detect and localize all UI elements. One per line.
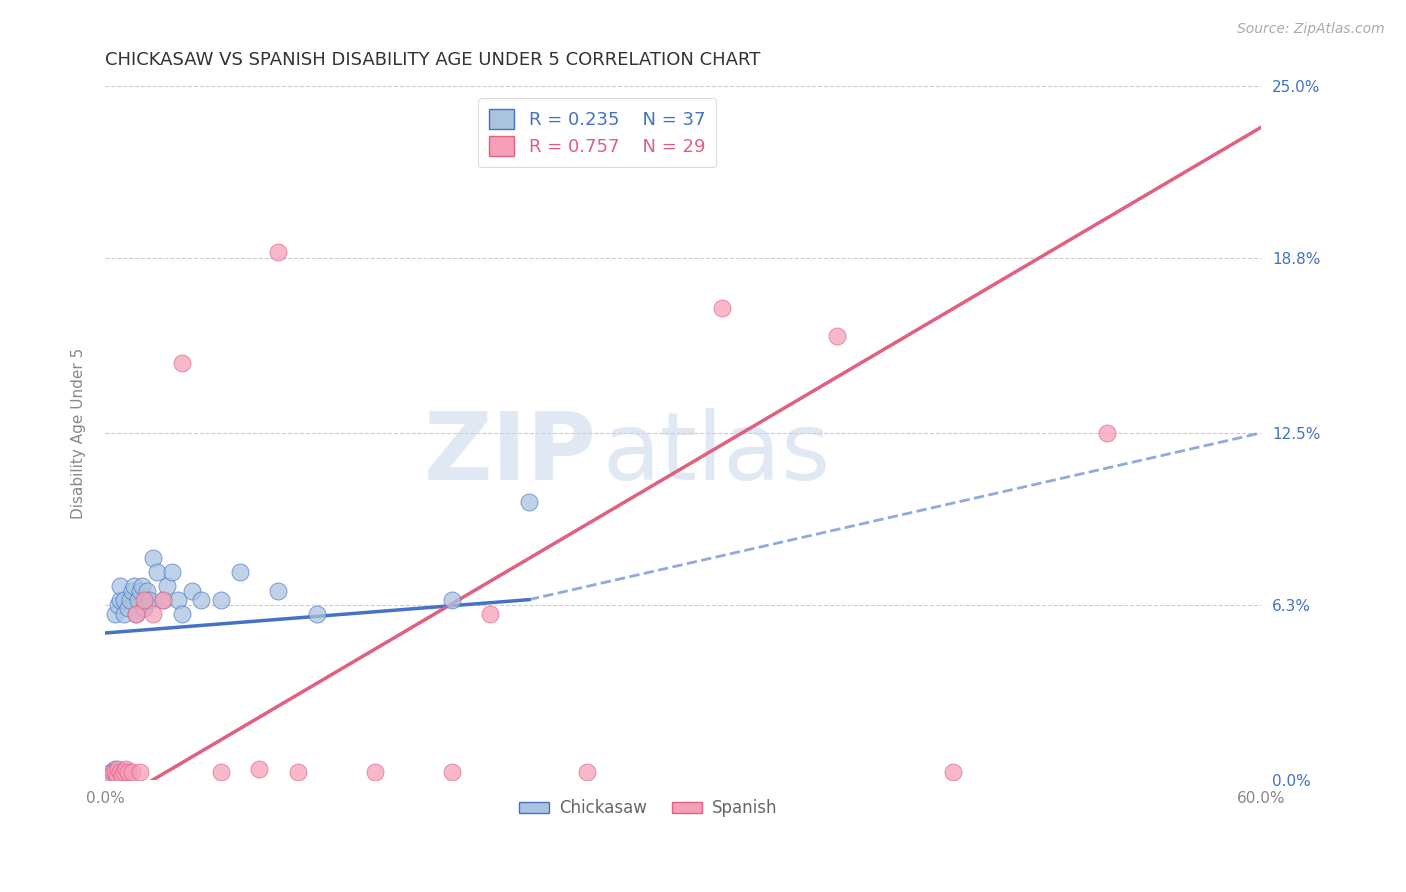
- Point: [121, 584, 143, 599]
- Point: [110, 764, 132, 779]
- Point: [104, 607, 127, 621]
- Point: [267, 584, 290, 599]
- Point: [115, 764, 138, 779]
- Point: [142, 607, 165, 621]
- Point: [152, 592, 174, 607]
- Point: [440, 592, 463, 607]
- Point: [112, 592, 135, 607]
- Point: [1095, 425, 1118, 440]
- Point: [162, 565, 184, 579]
- Text: CHICKASAW VS SPANISH DISABILITY AGE UNDER 5 CORRELATION CHART: CHICKASAW VS SPANISH DISABILITY AGE UNDE…: [105, 51, 761, 69]
- Point: [575, 764, 598, 779]
- Point: [118, 592, 141, 607]
- Point: [167, 592, 190, 607]
- Point: [128, 764, 150, 779]
- Point: [364, 764, 387, 779]
- Point: [110, 592, 132, 607]
- Point: [710, 301, 733, 315]
- Point: [115, 762, 138, 776]
- Point: [104, 764, 127, 779]
- Point: [132, 601, 155, 615]
- Point: [209, 764, 232, 779]
- Point: [180, 584, 202, 599]
- Point: [112, 764, 135, 779]
- Point: [209, 592, 232, 607]
- Point: [121, 764, 143, 779]
- Text: atlas: atlas: [602, 408, 831, 500]
- Text: ZIP: ZIP: [423, 408, 596, 500]
- Point: [111, 768, 134, 782]
- Point: [104, 762, 127, 776]
- Point: [111, 764, 134, 779]
- Point: [107, 598, 129, 612]
- Point: [132, 592, 155, 607]
- Point: [287, 764, 309, 779]
- Point: [100, 764, 122, 779]
- Point: [825, 328, 848, 343]
- Point: [229, 565, 252, 579]
- Point: [190, 592, 212, 607]
- Point: [122, 579, 145, 593]
- Point: [105, 768, 128, 782]
- Point: [267, 245, 290, 260]
- Point: [156, 579, 179, 593]
- Point: [170, 356, 193, 370]
- Point: [112, 607, 135, 621]
- Point: [247, 762, 270, 776]
- Point: [305, 607, 328, 621]
- Text: Source: ZipAtlas.com: Source: ZipAtlas.com: [1237, 22, 1385, 37]
- Point: [125, 607, 148, 621]
- Legend: Chickasaw, Spanish: Chickasaw, Spanish: [513, 793, 785, 824]
- Point: [440, 764, 463, 779]
- Point: [100, 768, 122, 782]
- Point: [101, 764, 124, 779]
- Point: [125, 607, 148, 621]
- Point: [942, 764, 965, 779]
- Point: [142, 551, 165, 566]
- Point: [117, 601, 139, 615]
- Point: [136, 584, 159, 599]
- Point: [131, 579, 153, 593]
- Y-axis label: Disability Age Under 5: Disability Age Under 5: [72, 347, 86, 518]
- Point: [134, 592, 156, 607]
- Point: [128, 584, 150, 599]
- Point: [517, 495, 540, 509]
- Point: [146, 565, 169, 579]
- Point: [152, 592, 174, 607]
- Point: [117, 764, 139, 779]
- Point: [107, 762, 129, 776]
- Point: [138, 592, 160, 607]
- Point: [479, 607, 502, 621]
- Point: [170, 607, 193, 621]
- Point: [127, 592, 149, 607]
- Point: [110, 579, 132, 593]
